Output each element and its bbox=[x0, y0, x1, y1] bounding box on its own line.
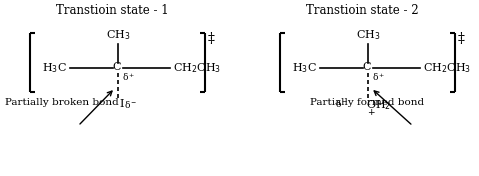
Text: Transtioin state - 1: Transtioin state - 1 bbox=[56, 4, 168, 17]
Text: H$_3$C: H$_3$C bbox=[292, 61, 317, 75]
Text: I: I bbox=[119, 99, 124, 109]
Text: CH$_2$CH$_3$: CH$_2$CH$_3$ bbox=[423, 61, 471, 75]
Text: CH$_3$: CH$_3$ bbox=[106, 28, 130, 42]
Text: C: C bbox=[363, 62, 371, 72]
Text: δ$^-$: δ$^-$ bbox=[335, 98, 348, 109]
Text: CH$_2$CH$_3$: CH$_2$CH$_3$ bbox=[173, 61, 221, 75]
Text: OH$_2$: OH$_2$ bbox=[366, 98, 391, 112]
Text: ‡: ‡ bbox=[458, 32, 465, 46]
Text: H$_3$C: H$_3$C bbox=[42, 61, 67, 75]
Text: +: + bbox=[367, 108, 375, 117]
Text: Partially broken bond: Partially broken bond bbox=[5, 98, 119, 107]
Text: C: C bbox=[113, 62, 121, 72]
Text: Partially formed bond: Partially formed bond bbox=[310, 98, 424, 107]
Text: δ$^-$: δ$^-$ bbox=[124, 99, 137, 110]
Text: Transtioin state - 2: Transtioin state - 2 bbox=[306, 4, 418, 17]
Text: CH$_3$: CH$_3$ bbox=[356, 28, 380, 42]
Text: δ$^+$: δ$^+$ bbox=[122, 71, 136, 83]
Text: ‡: ‡ bbox=[208, 32, 215, 46]
Text: δ$^+$: δ$^+$ bbox=[372, 71, 385, 83]
